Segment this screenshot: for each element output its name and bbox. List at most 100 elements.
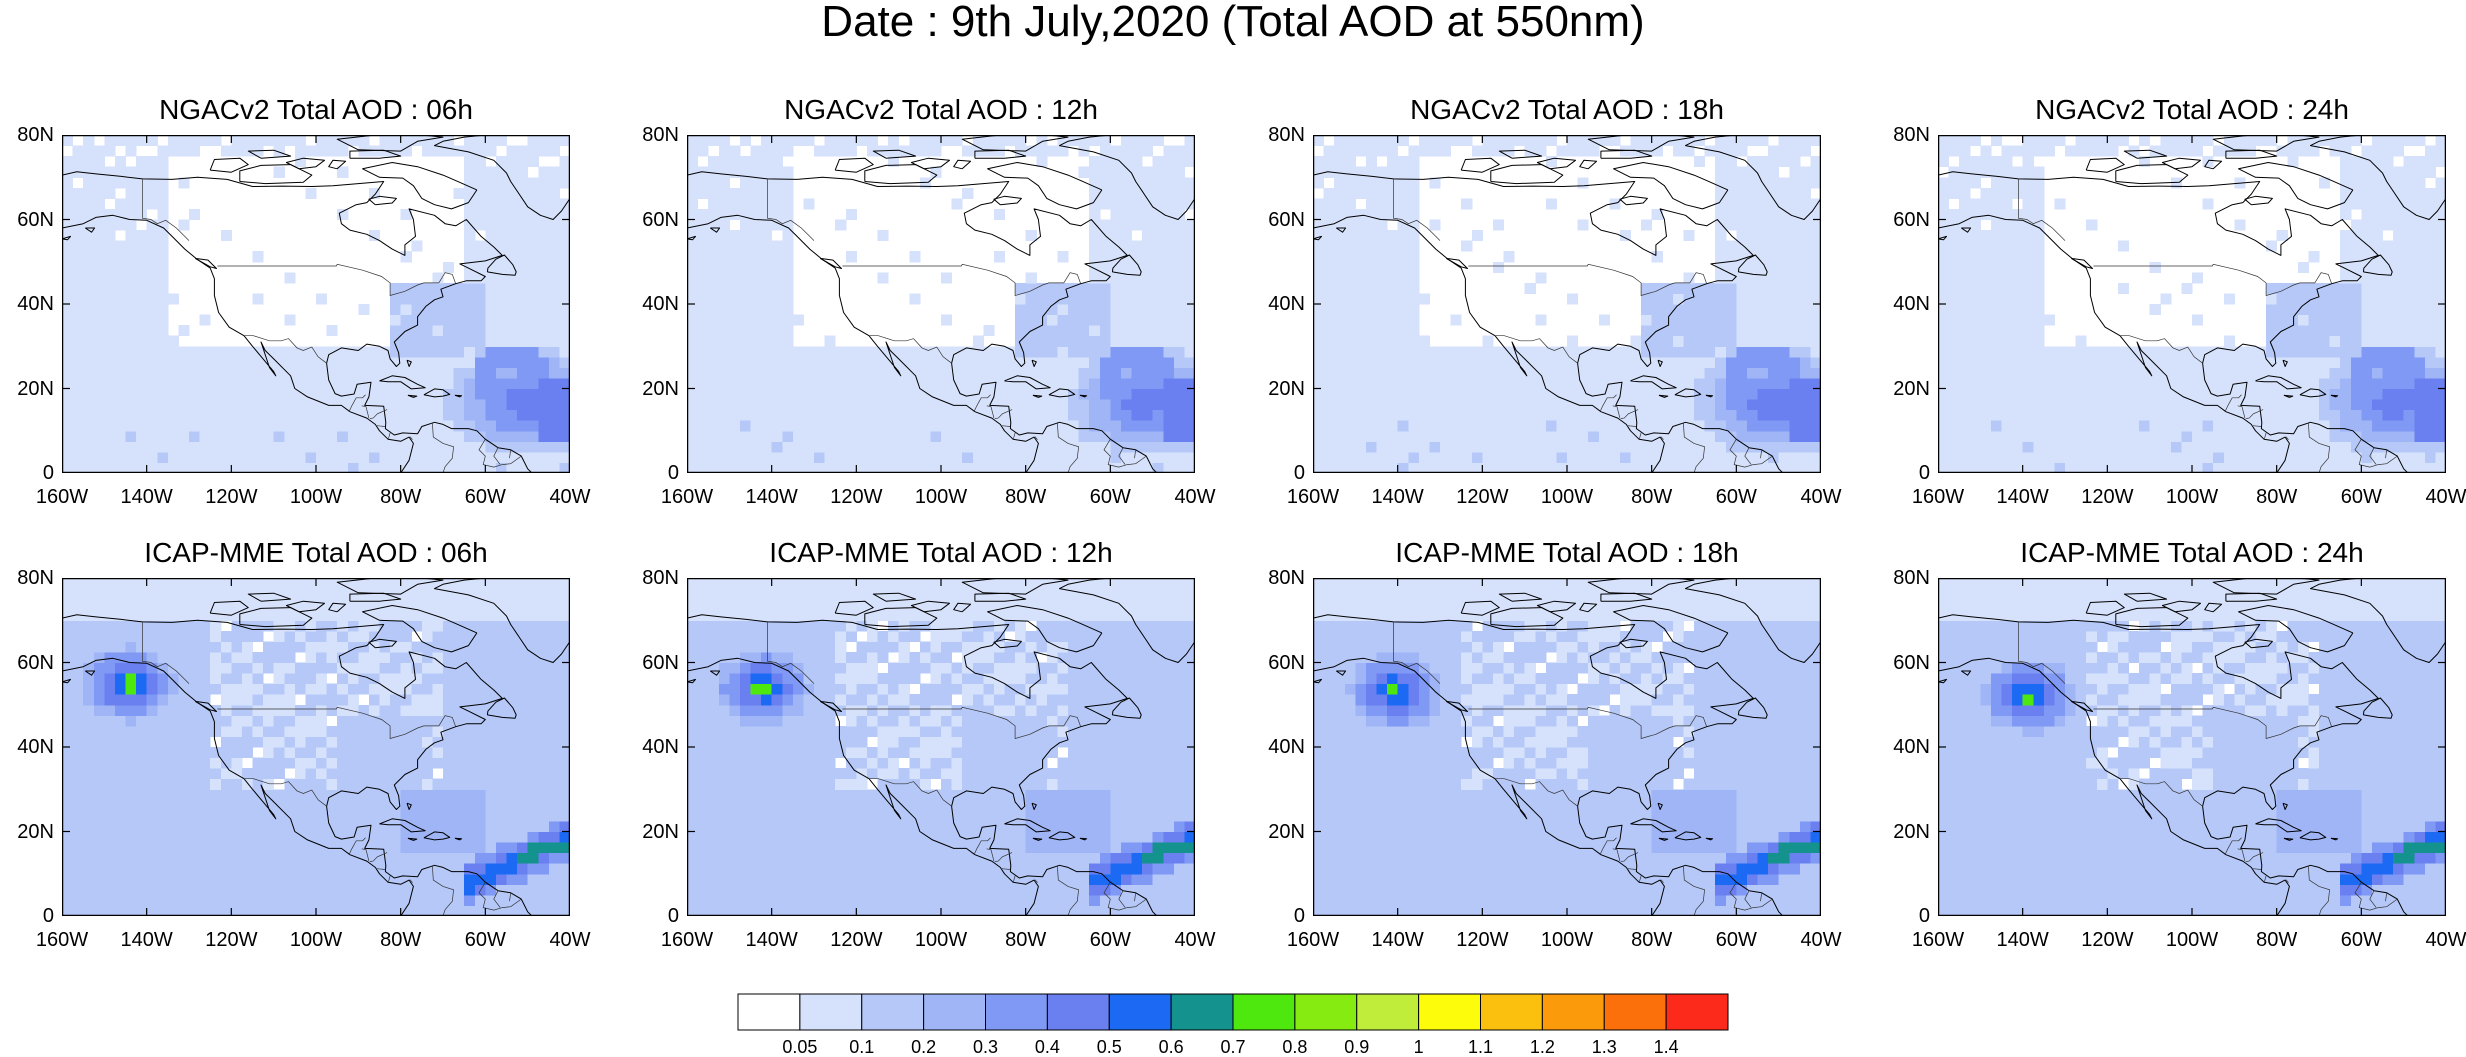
colorbar-box [1109, 994, 1171, 1030]
colorbar-label: 1.2 [1517, 1038, 1567, 1056]
lon-tick-label: 40W [1791, 930, 1851, 950]
aod-map-svg [62, 135, 570, 473]
lon-tick-label: 100W [2162, 930, 2222, 950]
colorbar-box [1666, 994, 1728, 1030]
lon-tick-label: 80W [371, 930, 431, 950]
lon-tick-label: 40W [540, 930, 600, 950]
lon-tick-label: 40W [1791, 487, 1851, 507]
panel-title: ICAP-MME Total AOD : 12h [647, 538, 1235, 568]
lon-tick-label: 100W [911, 487, 971, 507]
lon-tick-label: 60W [2331, 487, 2391, 507]
colorbar-label: 0.9 [1332, 1038, 1382, 1056]
map-panel [62, 578, 570, 916]
aod-grid [687, 578, 1195, 916]
map-panel [1938, 135, 2446, 473]
lon-tick-label: 160W [1283, 930, 1343, 950]
panel-title: NGACv2 Total AOD : 24h [1898, 95, 2466, 125]
lon-tick-label: 100W [2162, 487, 2222, 507]
lon-tick-label: 60W [1080, 930, 1140, 950]
lon-tick-label: 120W [2077, 487, 2137, 507]
aod-map-svg [1938, 578, 2446, 916]
lat-tick-label: 40N [1255, 294, 1305, 314]
colorbar-box [986, 994, 1048, 1030]
lat-tick-label: 60N [1255, 210, 1305, 230]
lon-tick-label: 80W [2247, 487, 2307, 507]
colorbar-box [1295, 994, 1357, 1030]
lon-tick-label: 160W [1283, 487, 1343, 507]
lat-tick-label: 60N [1255, 653, 1305, 673]
lat-tick-label: 60N [1880, 210, 1930, 230]
lat-tick-label: 20N [4, 379, 54, 399]
lon-tick-label: 80W [996, 487, 1056, 507]
colorbar-label: 0.7 [1208, 1038, 1258, 1056]
lat-tick-label: 80N [4, 568, 54, 588]
colorbar-box [1481, 994, 1543, 1030]
lat-tick-label: 20N [4, 822, 54, 842]
aod-grid [62, 135, 570, 473]
lat-tick-label: 0 [1880, 463, 1930, 483]
lon-tick-label: 140W [117, 487, 177, 507]
colorbar-label: 0.3 [961, 1038, 1011, 1056]
map-panel [1938, 578, 2446, 916]
lon-tick-label: 80W [1622, 487, 1682, 507]
colorbar-label: 1.1 [1456, 1038, 1506, 1056]
colorbar-box [1604, 994, 1666, 1030]
lon-tick-label: 40W [1165, 930, 1225, 950]
colorbar-box [924, 994, 986, 1030]
lon-tick-label: 60W [1080, 487, 1140, 507]
lat-tick-label: 20N [1255, 379, 1305, 399]
lon-tick-label: 60W [455, 487, 515, 507]
lat-tick-label: 20N [629, 822, 679, 842]
lon-tick-label: 160W [657, 487, 717, 507]
aod-grid [1938, 578, 2446, 916]
lat-tick-label: 40N [1880, 737, 1930, 757]
lat-tick-label: 80N [1255, 125, 1305, 145]
lon-tick-label: 40W [2416, 487, 2466, 507]
lat-tick-label: 40N [4, 737, 54, 757]
lon-tick-label: 100W [1537, 930, 1597, 950]
colorbar-box [738, 994, 800, 1030]
lat-tick-label: 80N [1880, 568, 1930, 588]
lon-tick-label: 140W [1993, 487, 2053, 507]
lat-tick-label: 60N [629, 653, 679, 673]
colorbar-boxes [737, 993, 1729, 1031]
colorbar-label: 1.4 [1641, 1038, 1691, 1056]
lat-tick-label: 40N [4, 294, 54, 314]
lat-tick-label: 40N [629, 737, 679, 757]
panel-title: NGACv2 Total AOD : 12h [647, 95, 1235, 125]
aod-grid [62, 578, 570, 916]
aod-grid [1313, 578, 1821, 916]
lon-tick-label: 160W [657, 930, 717, 950]
map-panel [1313, 578, 1821, 916]
lon-tick-label: 120W [1452, 930, 1512, 950]
colorbar-label: 0.8 [1270, 1038, 1320, 1056]
lon-tick-label: 100W [286, 487, 346, 507]
lat-tick-label: 0 [4, 463, 54, 483]
lat-tick-label: 60N [629, 210, 679, 230]
colorbar-label: 0.5 [1084, 1038, 1134, 1056]
lon-tick-label: 100W [1537, 487, 1597, 507]
lat-tick-label: 0 [629, 463, 679, 483]
lon-tick-label: 60W [455, 930, 515, 950]
lon-tick-label: 120W [201, 930, 261, 950]
lon-tick-label: 160W [32, 930, 92, 950]
panel-title: ICAP-MME Total AOD : 06h [22, 538, 610, 568]
lat-tick-label: 60N [4, 653, 54, 673]
lon-tick-label: 80W [996, 930, 1056, 950]
lon-tick-label: 120W [826, 487, 886, 507]
lon-tick-label: 120W [1452, 487, 1512, 507]
lon-tick-label: 160W [1908, 487, 1968, 507]
lon-tick-label: 140W [1368, 487, 1428, 507]
aod-map-svg [1313, 578, 1821, 916]
lat-tick-label: 60N [1880, 653, 1930, 673]
colorbar-box [1542, 994, 1604, 1030]
lon-tick-label: 40W [540, 487, 600, 507]
colorbar-box [1047, 994, 1109, 1030]
panel-title: NGACv2 Total AOD : 18h [1273, 95, 1861, 125]
colorbar-label: 1 [1394, 1038, 1444, 1056]
colorbar-label: 0.1 [837, 1038, 887, 1056]
lat-tick-label: 0 [1255, 906, 1305, 926]
aod-grid [1938, 135, 2446, 473]
lat-tick-label: 20N [1880, 379, 1930, 399]
map-panel [687, 135, 1195, 473]
